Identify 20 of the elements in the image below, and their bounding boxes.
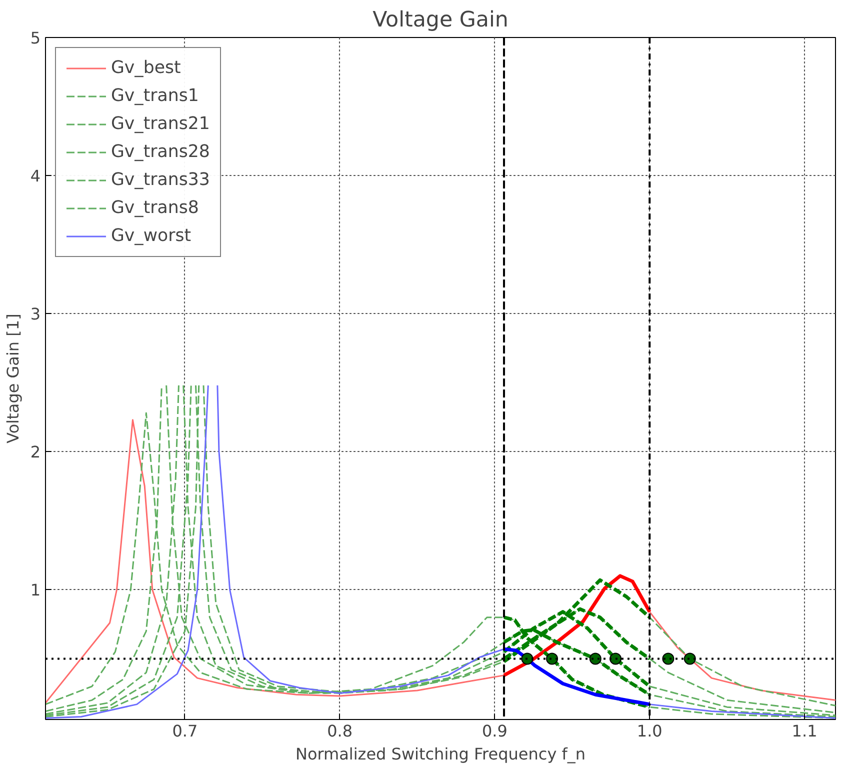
legend-label: Gv_trans8 — [111, 198, 199, 218]
legend-label: Gv_worst — [111, 226, 192, 246]
x-tick-label: 1.1 — [792, 722, 818, 740]
y-axis-title: Voltage Gain [1] — [3, 314, 22, 444]
legend-label: Gv_trans21 — [111, 114, 210, 134]
y-tick-label: 5 — [30, 28, 41, 48]
x-tick-label: 0.7 — [172, 722, 198, 740]
x-tick-label: 0.8 — [327, 722, 353, 740]
legend-label: Gv_trans28 — [111, 142, 210, 162]
y-tick-label: 3 — [30, 304, 41, 324]
chart-title: Voltage Gain — [372, 8, 508, 32]
x-tick-label: 1.0 — [636, 722, 662, 740]
x-axis-title: Normalized Switching Frequency f_n — [295, 744, 586, 764]
y-tick-label: 1 — [30, 580, 41, 600]
y-tick-label: 2 — [30, 442, 41, 462]
y-tick-label: 4 — [30, 166, 41, 186]
legend-label: Gv_trans33 — [111, 170, 210, 190]
legend-label: Gv_best — [111, 58, 181, 78]
legend-label: Gv_trans1 — [111, 86, 199, 106]
x-tick-label: 0.9 — [482, 722, 508, 740]
